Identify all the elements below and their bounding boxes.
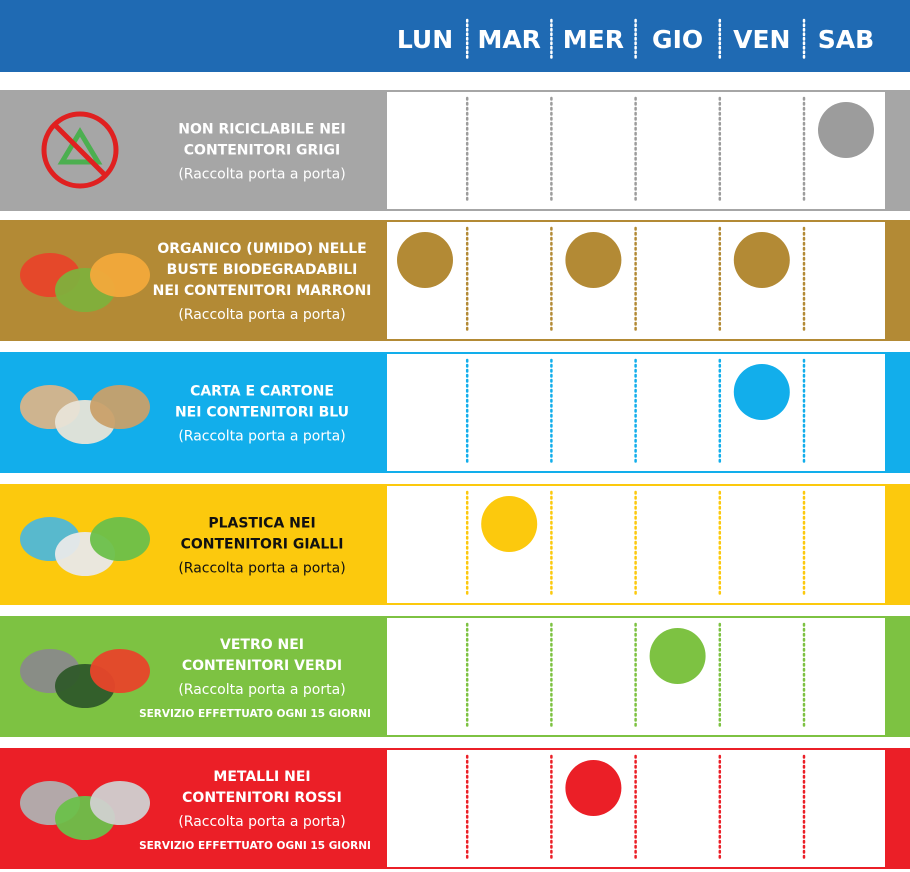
row-title: CONTENITORI GIALLI [181,537,344,553]
row-subtitle: (Raccolta porta a porta) [178,167,345,183]
row-title: CARTA E CARTONE [190,384,334,400]
icon-ring [41,111,119,189]
row-title: CONTENITORI VERDI [182,658,342,674]
row-title: NON RICICLABILE NEI [178,122,345,138]
collection-dot [649,628,706,684]
row-title: NEI CONTENITORI BLU [175,405,349,421]
row-subtitle: (Raccolta porta a porta) [178,814,345,830]
collection-dot [733,364,790,420]
icon-slash [53,123,107,177]
row-title: METALLI NEI [213,769,310,785]
row-note: SERVIZIO EFFETTUATO OGNI 15 GIORNI [139,708,371,720]
icon-shape [90,517,150,561]
collection-dot [733,232,790,288]
collection-dot [565,760,622,816]
waste-icon [20,385,150,444]
collection-dot [397,232,453,288]
row-title: NEI CONTENITORI MARRONI [153,283,372,299]
waste-icon [20,253,150,312]
row-title: CONTENITORI GRIGI [184,143,340,159]
waste-icon [20,649,150,708]
row-note: SERVIZIO EFFETTUATO OGNI 15 GIORNI [139,840,371,852]
header-bar [0,0,910,72]
row-subtitle: (Raccolta porta a porta) [178,561,345,577]
day-label: GIO [652,25,703,54]
row-title: PLASTICA NEI [208,516,315,532]
waste-icon [41,111,119,189]
icon-shape [90,649,150,693]
collection-dot [565,232,622,288]
day-label: SAB [818,25,874,54]
row-title: ORGANICO (UMIDO) NELLE [157,241,366,257]
row-title: BUSTE BIODEGRADABILI [167,262,358,278]
collection-dot [481,496,538,552]
day-label: VEN [733,25,790,54]
row-subtitle: (Raccolta porta a porta) [178,429,345,445]
icon-shape [90,385,150,429]
row-title: VETRO NEI [220,637,304,653]
waste-icon [20,517,150,576]
icon-recycle [57,127,103,165]
day-label: MER [563,25,624,54]
row-subtitle: (Raccolta porta a porta) [178,682,345,698]
icon-shape [90,781,150,825]
icon-shape [90,253,150,297]
waste-icon [20,781,150,840]
day-label: LUN [397,25,453,54]
collection-dot [818,102,874,158]
day-label: MAR [477,25,540,54]
row-title: CONTENITORI ROSSI [182,790,342,806]
row-subtitle: (Raccolta porta a porta) [178,307,345,323]
